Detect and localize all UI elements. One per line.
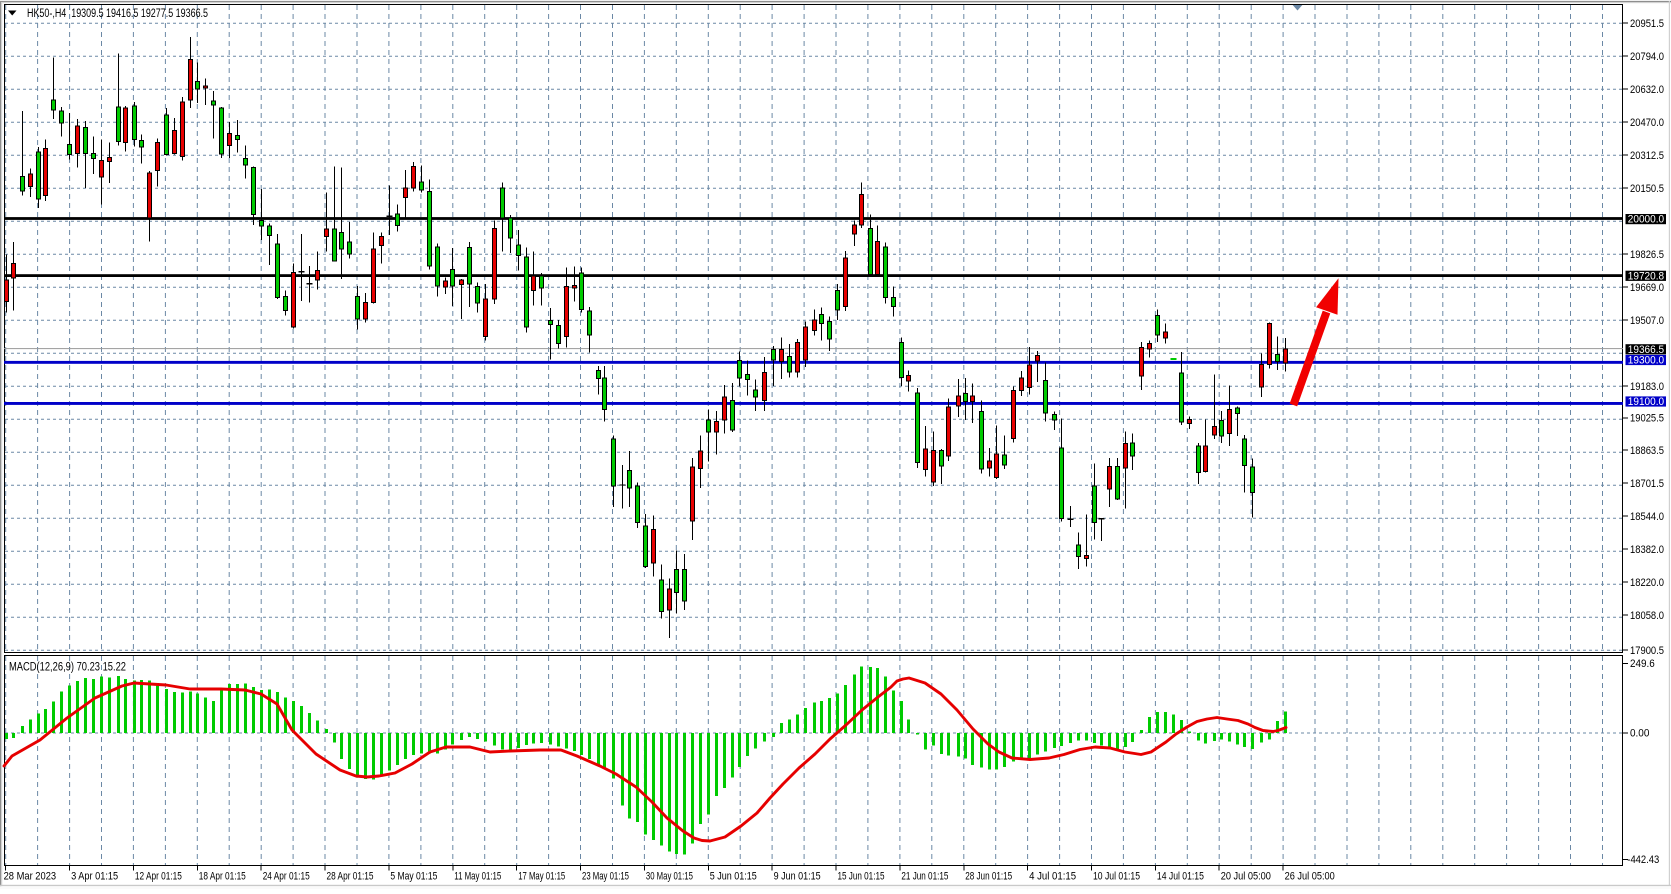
svg-text:19183.0: 19183.0	[1630, 381, 1664, 393]
svg-text:249.6: 249.6	[1630, 658, 1655, 670]
svg-text:HK50-,H4 19309.5 19416.5 1927: HK50-,H4 19309.5 19416.5 19277.5 19366.5	[27, 8, 208, 20]
svg-text:18058.0: 18058.0	[1630, 610, 1664, 622]
svg-text:20470.0: 20470.0	[1630, 117, 1664, 129]
svg-text:19720.8: 19720.8	[1628, 270, 1664, 282]
svg-text:19366.5: 19366.5	[1628, 344, 1664, 356]
svg-text:23 May 01:15: 23 May 01:15	[582, 871, 629, 883]
svg-text:18701.5: 18701.5	[1630, 478, 1664, 490]
svg-text:20951.5: 20951.5	[1630, 18, 1664, 30]
svg-text:19826.5: 19826.5	[1630, 249, 1664, 261]
svg-text:10 Jul 01:15: 10 Jul 01:15	[1093, 871, 1140, 883]
svg-text:28 Apr 01:15: 28 Apr 01:15	[327, 871, 374, 883]
svg-text:18544.0: 18544.0	[1630, 511, 1664, 523]
svg-text:11 May 01:15: 11 May 01:15	[454, 871, 501, 883]
svg-text:30 May 01:15: 30 May 01:15	[646, 871, 693, 883]
svg-text:-442.43: -442.43	[1627, 854, 1659, 866]
svg-text:17 May 01:15: 17 May 01:15	[518, 871, 565, 883]
svg-text:18863.5: 18863.5	[1630, 445, 1664, 457]
svg-text:12 Apr 01:15: 12 Apr 01:15	[135, 871, 182, 883]
svg-text:14 Jul 01:15: 14 Jul 01:15	[1157, 871, 1204, 883]
svg-text:9 Jun 01:15: 9 Jun 01:15	[774, 871, 821, 883]
svg-text:21 Jun 01:15: 21 Jun 01:15	[901, 871, 948, 883]
svg-text:20150.5: 20150.5	[1630, 183, 1664, 195]
svg-text:19025.5: 19025.5	[1630, 413, 1664, 425]
svg-text:19100.0: 19100.0	[1628, 396, 1664, 408]
svg-text:20 Jul 05:00: 20 Jul 05:00	[1221, 871, 1271, 883]
svg-text:24 Apr 01:15: 24 Apr 01:15	[263, 871, 310, 883]
svg-text:0.00: 0.00	[1630, 728, 1649, 740]
svg-text:15 Jun 01:15: 15 Jun 01:15	[838, 871, 885, 883]
svg-text:19669.0: 19669.0	[1630, 282, 1664, 294]
svg-text:28 Jun 01:15: 28 Jun 01:15	[965, 871, 1012, 883]
svg-text:MACD(12,26,9) 70.23 15.22: MACD(12,26,9) 70.23 15.22	[9, 661, 126, 673]
svg-text:28 Mar 2023: 28 Mar 2023	[4, 871, 57, 883]
svg-text:20000.0: 20000.0	[1628, 214, 1664, 226]
svg-text:18382.0: 18382.0	[1630, 544, 1664, 556]
svg-text:19507.0: 19507.0	[1630, 315, 1664, 327]
svg-text:20632.0: 20632.0	[1630, 84, 1664, 96]
svg-text:20312.5: 20312.5	[1630, 150, 1664, 162]
svg-text:26 Jul 05:00: 26 Jul 05:00	[1285, 871, 1335, 883]
svg-text:5 May 01:15: 5 May 01:15	[390, 871, 437, 883]
svg-text:18220.0: 18220.0	[1630, 577, 1664, 589]
svg-text:5 Jun 01:15: 5 Jun 01:15	[710, 871, 757, 883]
svg-text:19300.0: 19300.0	[1628, 355, 1664, 367]
svg-text:17900.5: 17900.5	[1630, 645, 1664, 657]
svg-text:3 Apr 01:15: 3 Apr 01:15	[71, 871, 118, 883]
svg-text:20794.0: 20794.0	[1630, 51, 1664, 63]
svg-text:18 Apr 01:15: 18 Apr 01:15	[199, 871, 246, 883]
svg-text:4 Jul 01:15: 4 Jul 01:15	[1029, 871, 1076, 883]
